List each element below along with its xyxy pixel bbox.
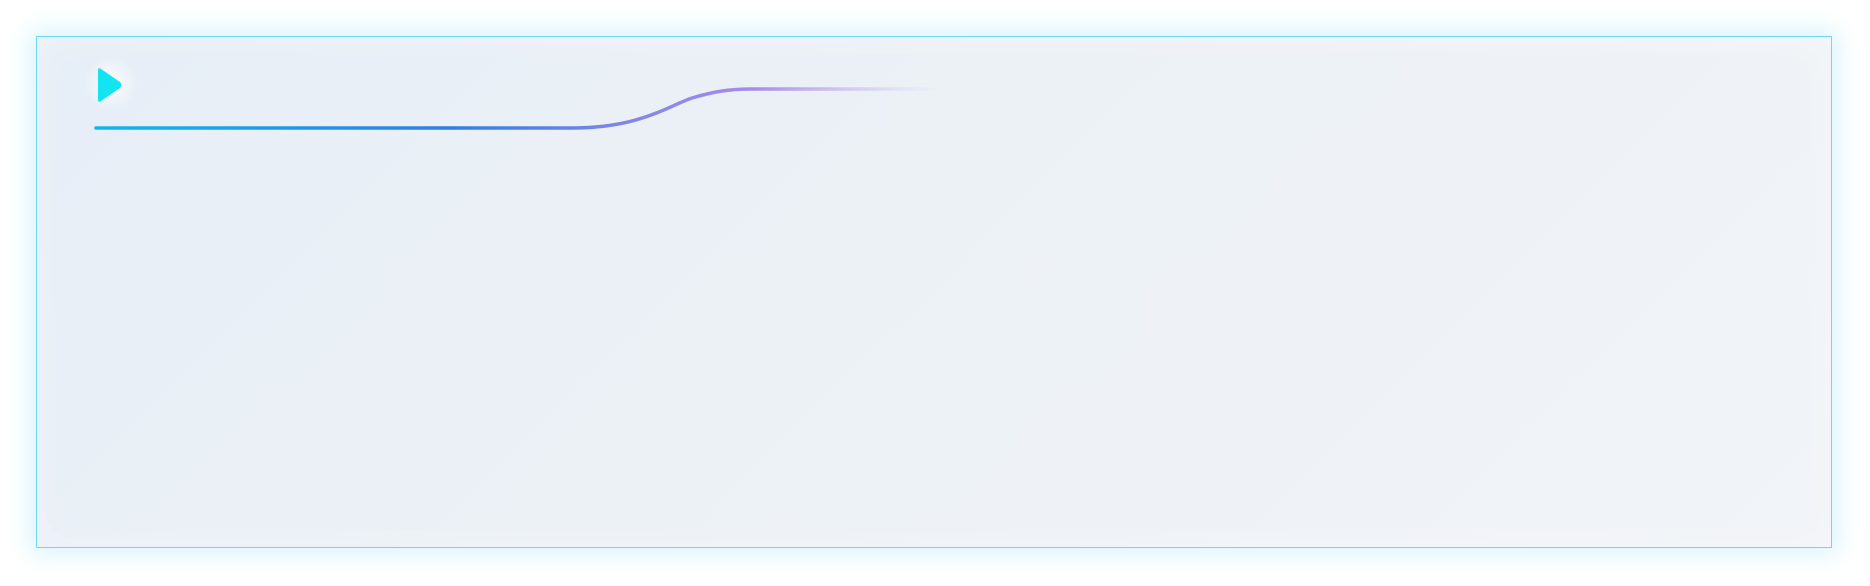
play-icon[interactable] [95,66,125,104]
main-panel [36,36,1832,548]
